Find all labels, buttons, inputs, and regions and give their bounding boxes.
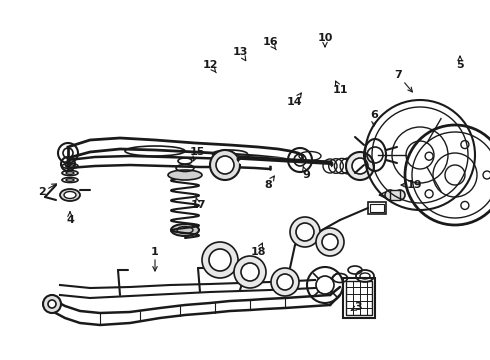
- Text: 17: 17: [190, 197, 206, 210]
- Text: 12: 12: [202, 60, 218, 73]
- Circle shape: [385, 190, 395, 200]
- Bar: [370, 204, 384, 212]
- Text: 19: 19: [401, 180, 423, 190]
- Text: 14: 14: [287, 93, 303, 107]
- Ellipse shape: [171, 224, 199, 236]
- Text: 13: 13: [232, 47, 247, 60]
- Text: 5: 5: [456, 56, 464, 70]
- Circle shape: [234, 256, 266, 288]
- Text: 18: 18: [250, 243, 266, 257]
- Text: 3: 3: [351, 302, 362, 312]
- Text: 9: 9: [302, 167, 310, 180]
- Circle shape: [296, 223, 314, 241]
- Text: 16: 16: [262, 37, 278, 50]
- Circle shape: [322, 234, 338, 250]
- Text: 2: 2: [38, 184, 56, 197]
- Text: 11: 11: [332, 81, 348, 95]
- Ellipse shape: [60, 189, 80, 201]
- Text: 8: 8: [264, 176, 274, 190]
- Circle shape: [202, 242, 238, 278]
- Circle shape: [395, 190, 405, 200]
- Circle shape: [352, 158, 368, 174]
- Circle shape: [316, 228, 344, 256]
- Circle shape: [241, 263, 259, 281]
- Text: 15: 15: [189, 147, 205, 161]
- Circle shape: [216, 156, 234, 174]
- Ellipse shape: [64, 192, 76, 198]
- Circle shape: [209, 249, 231, 271]
- Bar: [368, 202, 386, 214]
- Circle shape: [48, 300, 56, 308]
- Text: 6: 6: [370, 110, 378, 126]
- Text: 10: 10: [318, 33, 333, 47]
- Circle shape: [210, 150, 240, 180]
- Bar: [390, 190, 400, 200]
- Text: 7: 7: [394, 70, 413, 92]
- Circle shape: [271, 268, 299, 296]
- Ellipse shape: [168, 170, 202, 180]
- Circle shape: [346, 152, 374, 180]
- Circle shape: [43, 295, 61, 313]
- Bar: [346, 281, 372, 315]
- Bar: [343, 278, 375, 318]
- Circle shape: [277, 274, 293, 290]
- Text: 4: 4: [66, 212, 74, 225]
- Circle shape: [290, 217, 320, 247]
- Text: 1: 1: [151, 247, 159, 271]
